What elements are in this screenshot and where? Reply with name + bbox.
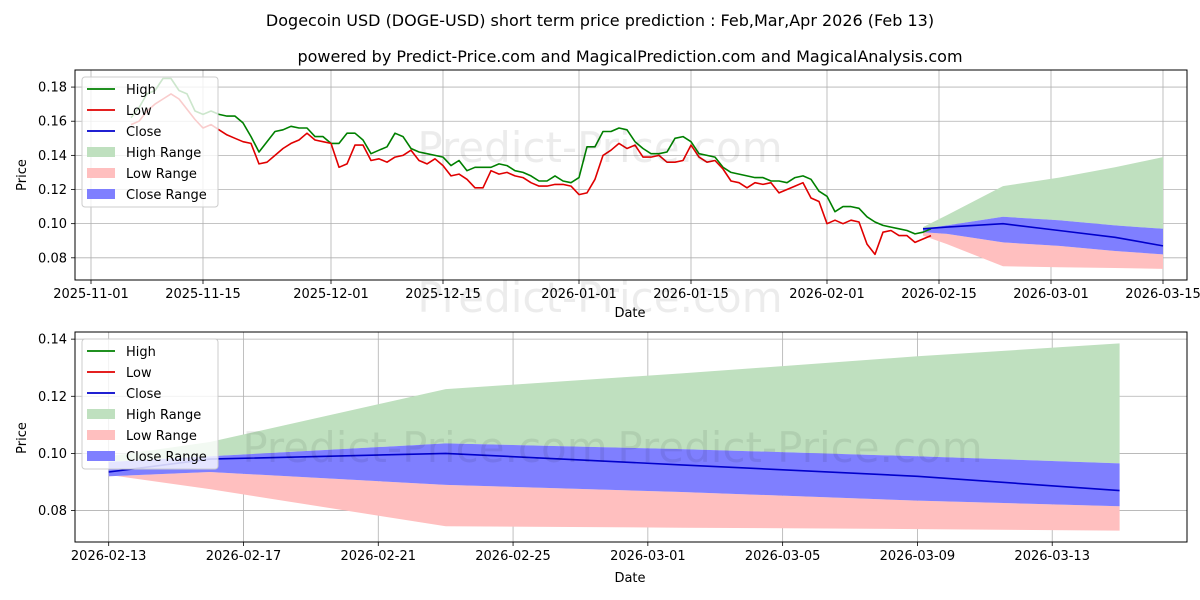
top-close-line [922, 222, 1164, 247]
top-legend-label-0: High [126, 83, 156, 98]
top-legend-label-5: Close Range [126, 188, 207, 203]
top-low-range-band [923, 232, 1163, 269]
top-x-tick-label: 2025-12-15 [405, 287, 481, 302]
bottom-legend-swatch-5 [87, 451, 115, 461]
top-x-axis-label: Date [614, 306, 645, 321]
top-ticks: 2025-11-01 2025-11-15 2025-12-01 2025-12-15… [38, 81, 1200, 302]
top-axes-frame [74, 69, 1188, 281]
bottom-legend-box [81, 338, 219, 470]
top-x-tick-label: 2026-01-01 [541, 287, 617, 302]
top-x-tick-label: 2026-02-15 [901, 287, 977, 302]
bottom-y-tick-label: 0.12 [38, 390, 67, 405]
bottom-ticks: 2026-02-13 2026-02-17 2026-02-21 2026-02-25… [38, 333, 1090, 564]
bottom-y-tick-label: 0.10 [38, 447, 67, 462]
top-legend-swatch-5 [87, 189, 115, 199]
top-series [130, 77, 1164, 269]
bottom-series [108, 343, 1120, 531]
watermark-top-2: Predict-Price.com [417, 273, 782, 322]
bottom-legend-label-4: Low Range [126, 429, 197, 444]
panel-top: Predict-Price.com Predict-Price.com 2025… [15, 69, 1200, 322]
chart-title: Dogecoin USD (DOGE-USD) short term price… [266, 11, 934, 30]
bottom-x-tick-label: 2026-03-13 [1014, 549, 1090, 564]
top-legend-box [81, 76, 219, 208]
top-x-tick-label: 2025-11-15 [165, 287, 241, 302]
top-x-tick-label: 2025-11-01 [53, 287, 129, 302]
bottom-x-tick-label: 2026-03-01 [610, 549, 686, 564]
top-x-tick-label: 2025-12-01 [293, 287, 369, 302]
bottom-legend-label-1: Low [126, 366, 152, 381]
watermark-bottom-1: Predict-Price.com [242, 423, 607, 472]
top-x-tick-label: 2026-03-01 [1013, 287, 1089, 302]
bottom-high-range-band [108, 343, 1120, 464]
bottom-x-tick-label: 2026-03-05 [745, 549, 821, 564]
top-y-tick-label: 0.10 [38, 217, 67, 232]
top-y-tick-label: 0.14 [38, 149, 67, 164]
bottom-x-tick-label: 2026-03-09 [880, 549, 956, 564]
chart-subtitle: powered by Predict-Price.com and Magical… [297, 47, 962, 66]
top-low-line [130, 93, 932, 256]
top-legend-label-4: Low Range [126, 167, 197, 182]
bottom-x-tick-label: 2026-02-25 [475, 549, 551, 564]
top-x-tick-label: 2026-03-15 [1125, 287, 1200, 302]
top-close-range-band [923, 216, 1163, 255]
watermark-bottom-2: Predict-Price.com [617, 423, 982, 472]
top-legend-swatch-3 [87, 147, 115, 157]
bottom-x-tick-label: 2026-02-21 [340, 549, 416, 564]
top-legend-label-1: Low [126, 104, 152, 119]
bottom-legend-label-3: High Range [126, 408, 201, 423]
top-legend-label-3: High Range [126, 146, 201, 161]
top-y-axis-label: Price [15, 159, 30, 191]
bottom-y-axis-label: Price [15, 422, 30, 454]
bottom-legend: High Low Close High Range Low Range Close Ran… [81, 338, 219, 470]
top-high-range-band [923, 157, 1163, 229]
bottom-close-range-band [108, 443, 1120, 507]
bottom-legend-swatch-4 [87, 430, 115, 440]
top-x-tick-label: 2026-02-01 [789, 287, 865, 302]
top-y-tick-label: 0.18 [38, 81, 67, 96]
top-legend-label-2: Close [126, 125, 161, 140]
top-high-line [130, 77, 932, 235]
top-y-tick-label: 0.16 [38, 115, 67, 130]
bottom-x-axis-label: Date [614, 571, 645, 586]
bottom-y-tick-label: 0.14 [38, 333, 67, 348]
top-y-tick-label: 0.08 [38, 251, 67, 266]
bottom-axes-frame [74, 331, 1188, 543]
watermark-top-1: Predict-Price.com [417, 123, 782, 172]
top-x-tick-label: 2026-01-15 [653, 287, 729, 302]
top-legend-swatch-4 [87, 168, 115, 178]
bottom-x-tick-label: 2026-02-13 [71, 549, 147, 564]
bottom-low-range-band [108, 472, 1120, 531]
bottom-y-tick-label: 0.08 [38, 504, 67, 519]
bottom-legend-label-0: High [126, 345, 156, 360]
bottom-legend-swatch-3 [87, 409, 115, 419]
top-y-tick-label: 0.12 [38, 183, 67, 198]
bottom-legend-label-2: Close [126, 387, 161, 402]
bottom-x-tick-label: 2026-02-17 [206, 549, 282, 564]
bottom-legend-label-5: Close Range [126, 450, 207, 465]
top-legend: High Low Close High Range Low Range Close Ran… [81, 76, 219, 208]
panel-bottom: Predict-Price.com Predict-Price.com 2026… [15, 331, 1188, 586]
